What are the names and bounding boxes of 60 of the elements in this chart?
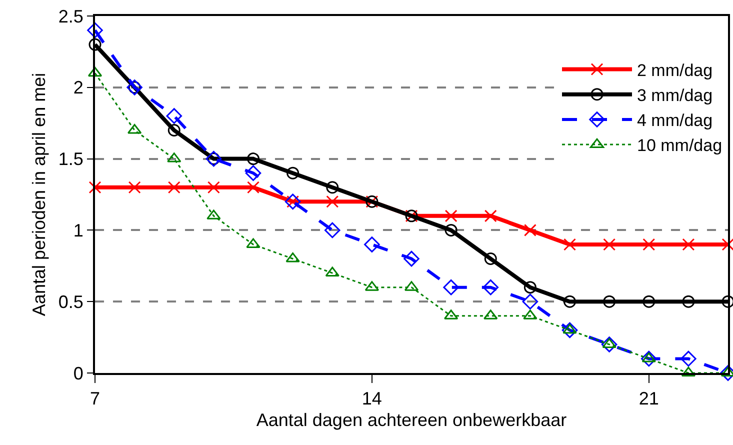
point (722, 238, 733, 251)
point (247, 181, 260, 194)
point (722, 295, 733, 308)
point (324, 222, 340, 238)
point (247, 152, 260, 166)
y-tick-label: 1 (73, 220, 84, 240)
legend-label: 10 mm/dag (637, 136, 722, 156)
y-tick-label: 0 (73, 363, 84, 384)
point (562, 324, 577, 334)
point (88, 38, 102, 51)
point (286, 166, 300, 180)
y-tick-label: 2.5 (58, 6, 84, 26)
point (127, 124, 142, 134)
point (364, 236, 380, 252)
point (603, 238, 616, 251)
point (325, 266, 340, 277)
point (326, 181, 339, 194)
point (562, 322, 578, 338)
point (642, 295, 656, 308)
point (603, 295, 616, 308)
point (522, 294, 538, 310)
point (482, 279, 499, 296)
legend-label: 3 mm/dag (637, 86, 713, 105)
x-tick-label: 21 (638, 388, 659, 409)
point (682, 238, 695, 251)
point (484, 210, 497, 222)
point (682, 295, 695, 308)
x-tick-label: 14 (362, 388, 382, 409)
point (87, 22, 103, 38)
point (168, 124, 180, 136)
point (245, 165, 262, 181)
point (564, 238, 576, 251)
point (443, 279, 459, 296)
legend-label: 4 mm/dag (637, 111, 713, 130)
y-tick-label: 0.5 (58, 292, 84, 312)
x-axis-title: Aantal dagen achtereen onbewerkbaar (256, 410, 567, 430)
point (326, 195, 339, 208)
point (564, 295, 576, 308)
x-tick-label: 7 (90, 388, 100, 409)
legend-label: 2 mm/dag (637, 60, 713, 80)
point (642, 352, 656, 362)
point (88, 181, 102, 194)
point (404, 250, 420, 267)
point (484, 252, 497, 266)
point (207, 181, 220, 194)
point (88, 66, 102, 77)
point (680, 350, 696, 367)
y-tick-label: 2 (73, 78, 84, 98)
point (524, 281, 536, 294)
point (642, 238, 656, 251)
point (166, 108, 182, 124)
point (444, 224, 458, 236)
point (524, 224, 536, 236)
point (128, 181, 141, 194)
y-tick-label: 1.5 (58, 149, 84, 170)
point (601, 336, 618, 352)
y-axis-title: Aantal perioden in april en mei (29, 72, 50, 316)
point (640, 350, 657, 367)
point (168, 181, 180, 194)
point (444, 210, 458, 222)
